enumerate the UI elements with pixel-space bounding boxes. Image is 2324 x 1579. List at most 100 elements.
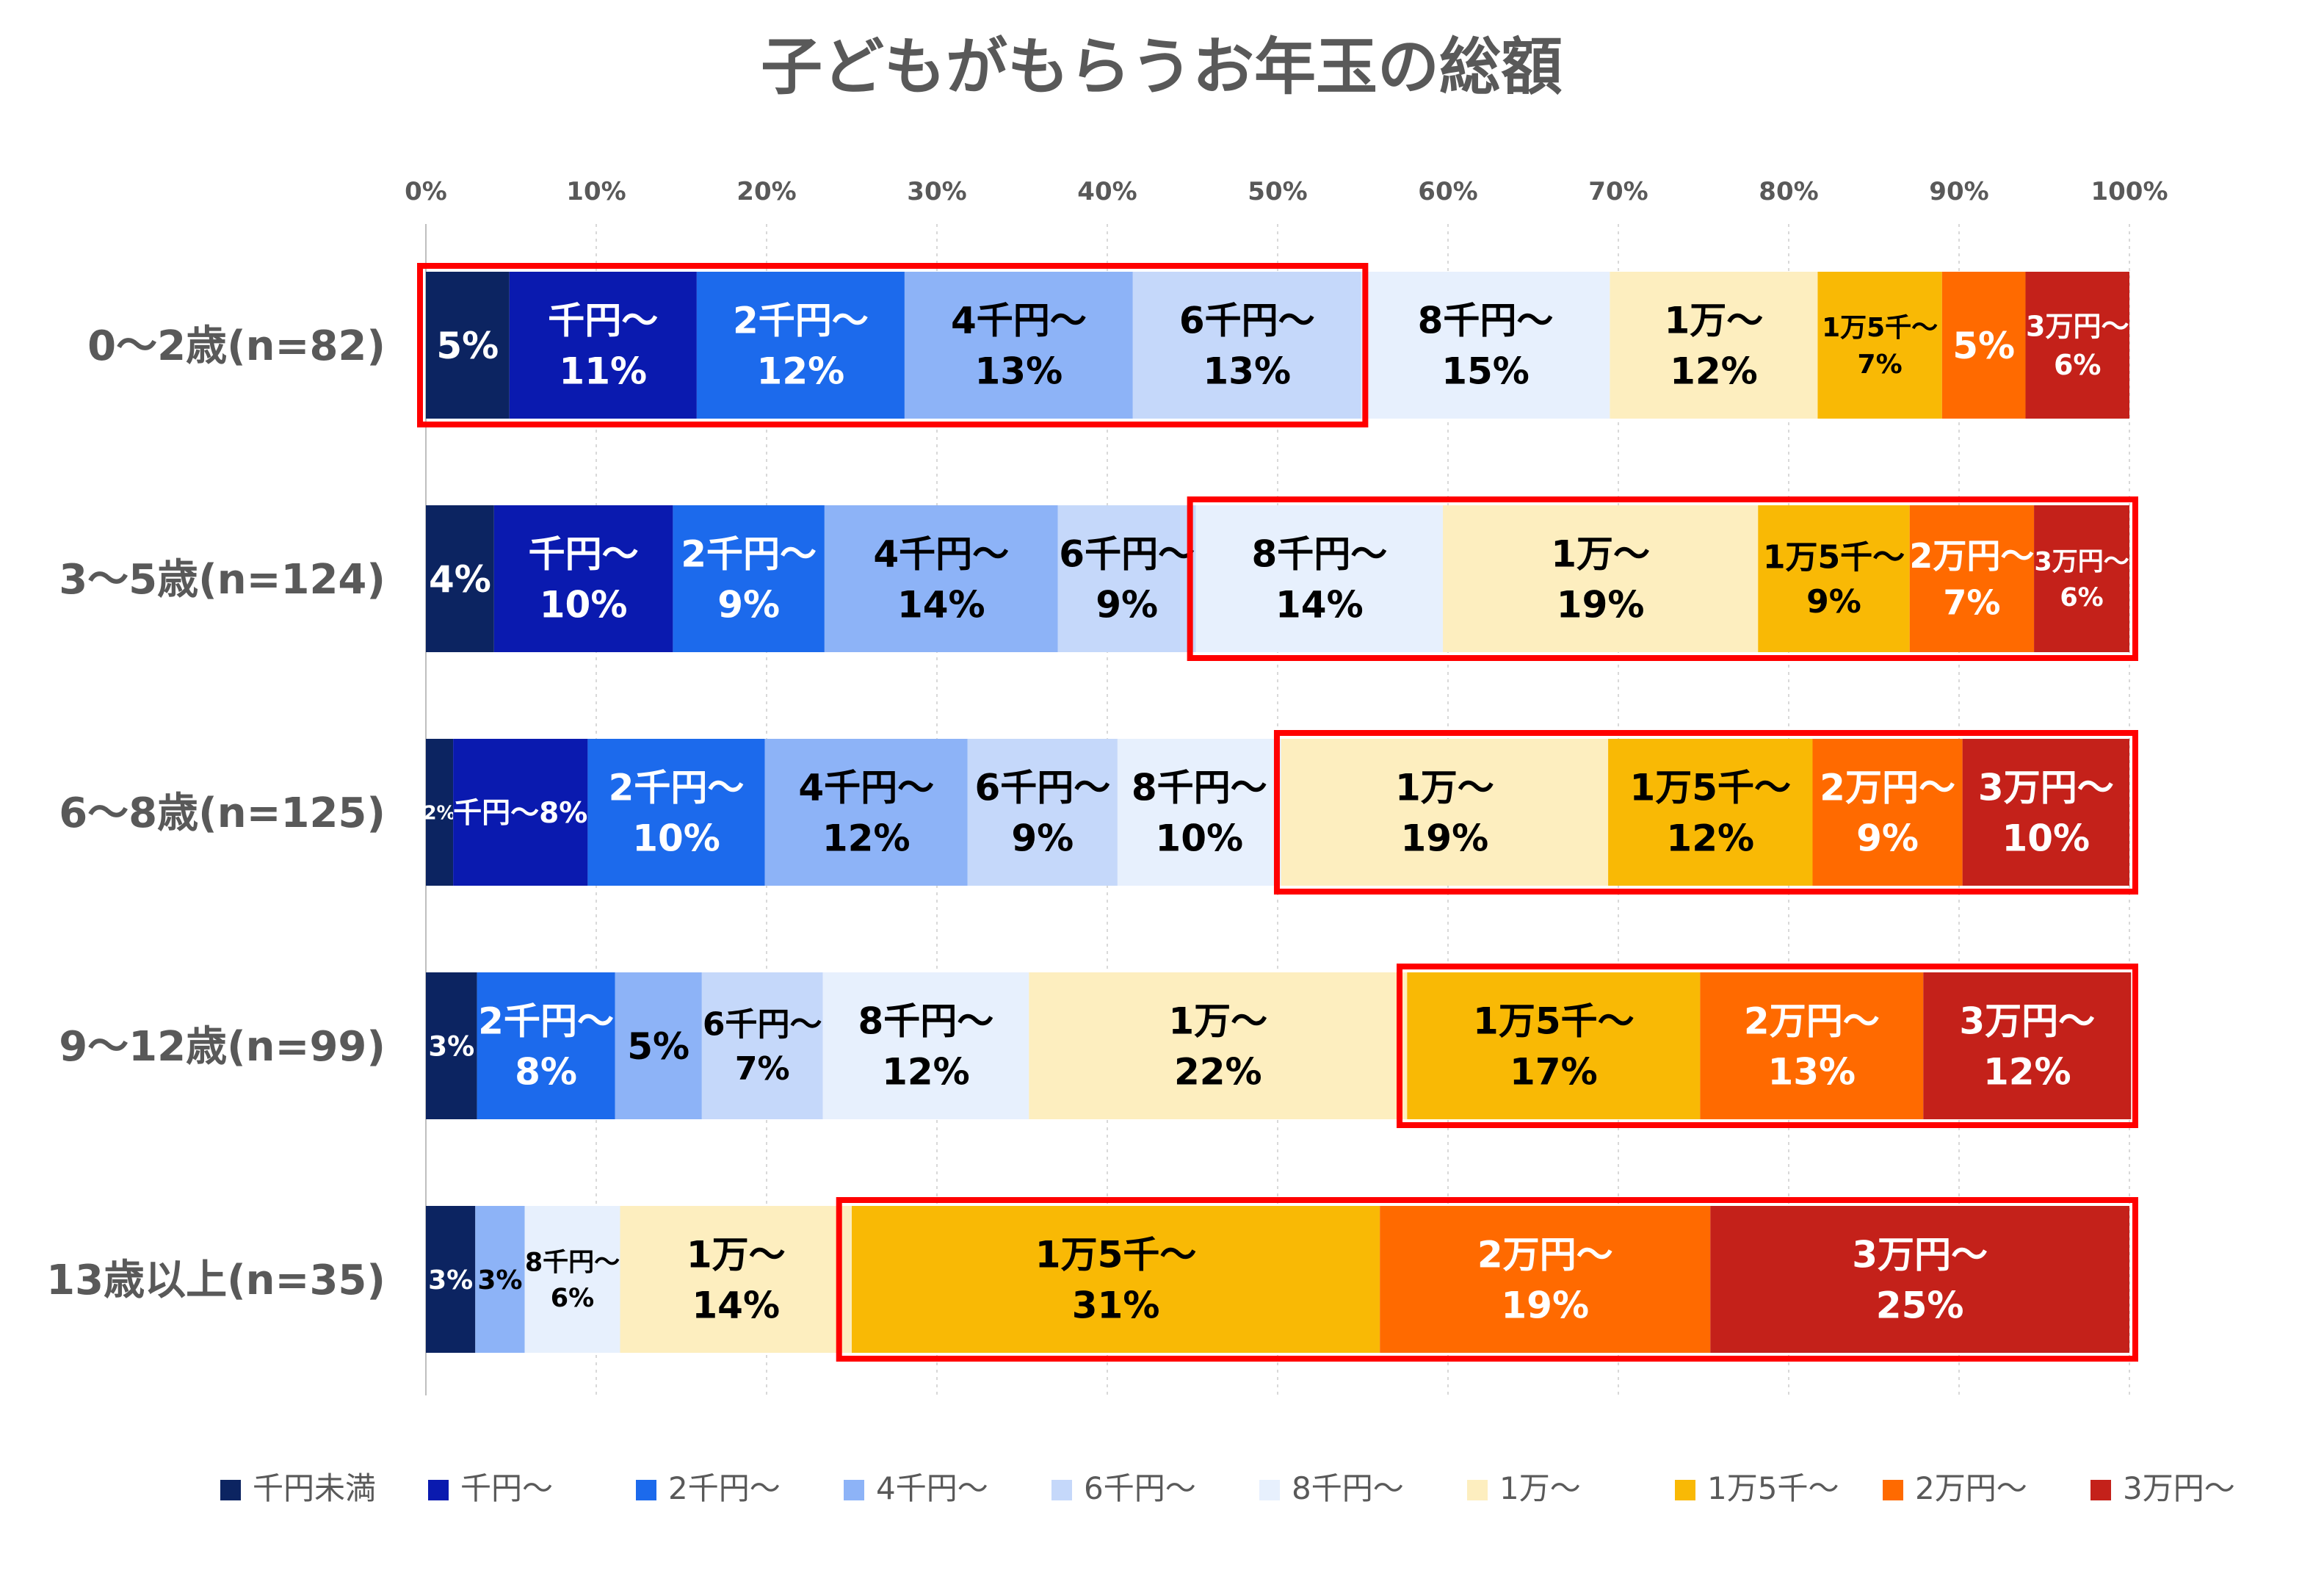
data-label: 10%: [540, 584, 628, 626]
legend-label: 4千円〜: [876, 1470, 988, 1506]
data-label: 3万円〜: [1978, 767, 2114, 809]
legend-label: 2万円〜: [1915, 1470, 2027, 1506]
bar-segment: [615, 972, 702, 1119]
bar-segment: [1923, 972, 2132, 1119]
data-label: 8千円〜: [1251, 533, 1387, 576]
data-label: 19%: [1557, 584, 1645, 626]
bar-segment: [587, 739, 765, 886]
data-label: 4%: [429, 558, 491, 601]
data-label: 1万5千〜: [1629, 767, 1791, 809]
data-label: 25%: [1876, 1284, 1964, 1327]
data-label: 15%: [1441, 350, 1530, 393]
data-label: 5%: [627, 1025, 689, 1068]
bar-segment: [696, 272, 905, 419]
data-label: 8千円〜: [1132, 767, 1267, 809]
data-label: 9%: [1096, 584, 1158, 626]
data-label: 1万〜: [1168, 1000, 1267, 1043]
data-label: 9%: [1011, 817, 1074, 860]
highlight-box: [1187, 496, 2138, 661]
bar-segment: [1380, 1206, 1711, 1353]
bar-segment: [524, 1206, 620, 1353]
data-label: 4千円〜: [798, 767, 934, 809]
data-label: 千円〜: [529, 533, 639, 576]
data-label: 2%: [423, 802, 455, 824]
bar-segment: [1812, 739, 1963, 886]
x-tick-label: 0%: [405, 177, 447, 206]
bar-segment: [701, 972, 823, 1119]
legend-swatch: [1675, 1480, 1695, 1500]
bar-segment: [1057, 505, 1196, 652]
data-label: 12%: [1666, 817, 1754, 860]
data-label: 2千円〜: [733, 300, 869, 342]
bar-segment: [2025, 272, 2129, 419]
bar-segment: [1132, 272, 1361, 419]
data-label: 1万5千〜: [1822, 313, 1938, 343]
data-label: 12%: [1670, 350, 1758, 393]
bar-segment: [1195, 505, 1444, 652]
data-label: 12%: [757, 350, 845, 393]
highlight-box: [1273, 730, 2138, 895]
legend-label: 6千円〜: [1084, 1470, 1196, 1506]
highlight-box: [417, 263, 1369, 427]
bar-segment: [620, 1206, 852, 1353]
data-label: 7%: [735, 1050, 790, 1088]
data-label: 13%: [1767, 1051, 1856, 1094]
data-label: 31%: [1072, 1284, 1160, 1327]
data-label: 2千円〜: [478, 1000, 614, 1043]
bar-segment: [822, 972, 1029, 1119]
bar-segment: [426, 505, 494, 652]
data-label: 14%: [692, 1284, 780, 1327]
bar-segment: [426, 972, 477, 1119]
bar-segment: [1608, 739, 1813, 886]
legend-label: 千円〜: [460, 1470, 553, 1506]
bar-segment: [2034, 505, 2129, 652]
legend-label: 3万円〜: [2123, 1470, 2235, 1506]
bar-segment: [764, 739, 968, 886]
category-label: 6〜8歳(n=125): [59, 790, 385, 837]
data-label: 千円〜: [548, 300, 658, 342]
data-label: 19%: [1501, 1284, 1589, 1327]
bar-segment: [509, 272, 697, 419]
bar-segment: [1817, 272, 1942, 419]
bar-segment: [852, 1206, 1380, 1353]
bar-segment: [1407, 972, 1701, 1119]
category-label: 0〜2歳(n=82): [87, 322, 385, 370]
data-label: 4千円〜: [873, 533, 1009, 576]
bar-segment: [1758, 505, 1910, 652]
bar-segment: [673, 505, 825, 652]
legend-label: 千円未満: [253, 1470, 376, 1506]
data-label: 19%: [1401, 817, 1489, 860]
data-label: 8千円〜: [858, 1000, 994, 1043]
bar-segment: [967, 739, 1118, 886]
x-tick-label: 50%: [1248, 177, 1307, 206]
data-label: 1万〜: [1665, 300, 1764, 342]
highlight-box: [1397, 964, 2138, 1128]
legend-swatch: [2090, 1480, 2111, 1500]
data-label: 13%: [1203, 350, 1291, 393]
data-label: 8%: [515, 1051, 577, 1094]
data-label: 5%: [436, 325, 499, 367]
bar-segment: [426, 739, 454, 886]
data-label: 14%: [897, 584, 985, 626]
data-label: 12%: [822, 817, 911, 860]
bar-segment: [1710, 1206, 2129, 1353]
legend-label: 1万〜: [1499, 1470, 1581, 1506]
bar-segment: [426, 1206, 476, 1353]
x-tick-label: 80%: [1759, 177, 1818, 206]
bar-segment: [1962, 739, 2129, 886]
legend-swatch: [844, 1480, 864, 1500]
data-label: 3%: [477, 1265, 522, 1296]
data-label: 1万〜: [1551, 533, 1650, 576]
legend-swatch: [1259, 1480, 1280, 1500]
legend-label: 2千円〜: [668, 1470, 781, 1506]
legend: 千円未満 千円〜 2千円〜 4千円〜 6千円〜 8千円〜 1万〜 1万5千〜 2万円〜 3万円〜: [220, 1470, 2235, 1506]
x-tick-label: 90%: [1929, 177, 1988, 206]
legend-swatch: [636, 1480, 656, 1500]
bar-segment: [824, 505, 1058, 652]
bar-segment: [426, 272, 510, 419]
data-label: 12%: [1983, 1051, 2071, 1094]
highlight-box: [836, 1197, 2138, 1362]
data-label: 10%: [2002, 817, 2090, 860]
